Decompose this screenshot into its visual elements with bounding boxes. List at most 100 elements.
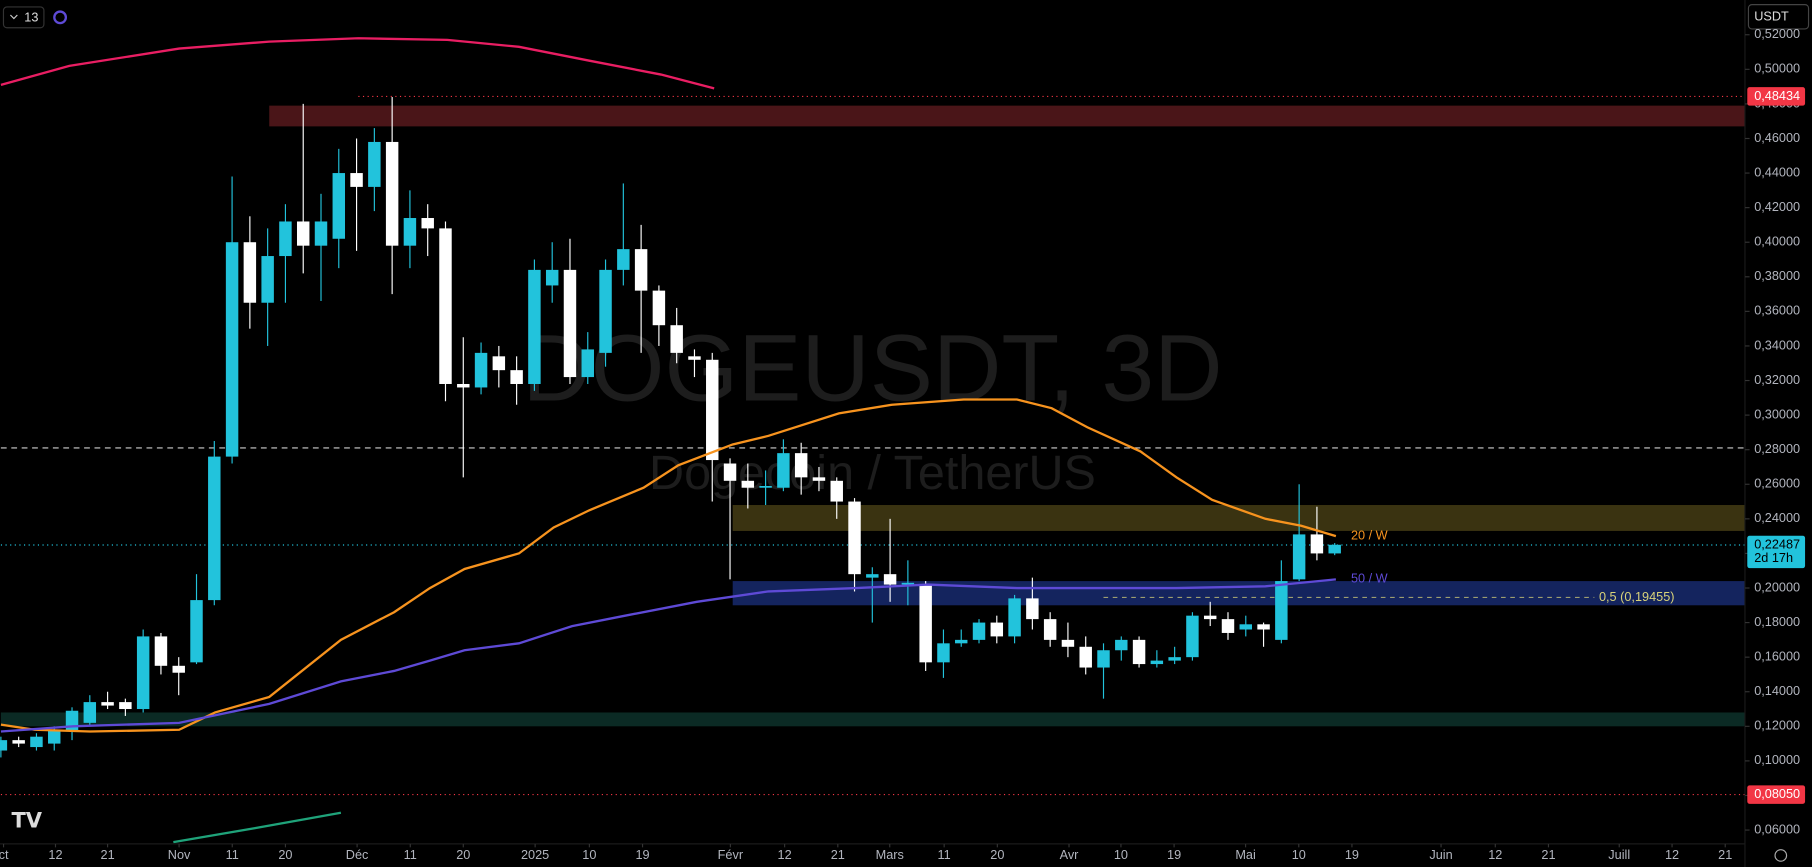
candle-body <box>937 643 950 663</box>
candle-body <box>0 740 8 751</box>
candle-body <box>1328 544 1341 554</box>
price-label: 0,22487 <box>1754 536 1800 551</box>
y-tick-label: 0,20000 <box>1754 579 1800 594</box>
button-frame <box>1747 4 1810 30</box>
y-tick-label: 0,24000 <box>1754 510 1800 525</box>
candle-body <box>1257 624 1270 630</box>
candle-body <box>830 480 843 502</box>
candle-body <box>225 242 239 457</box>
candle-body <box>190 600 203 663</box>
candle-body <box>332 173 346 239</box>
x-tick-label: 21 <box>1541 847 1555 862</box>
candle-body <box>296 221 310 246</box>
x-tick-label: Avr <box>1060 847 1080 862</box>
candle-body <box>848 501 861 575</box>
watermark-title: DOGEUSDT, 3D <box>522 316 1222 422</box>
x-tick-label: 20 <box>990 847 1004 862</box>
zone <box>0 712 1745 727</box>
candle-body <box>1186 615 1199 658</box>
candle-body <box>1239 624 1252 630</box>
candle-body <box>652 290 666 326</box>
candle-body <box>955 639 968 644</box>
candle-body <box>1008 598 1021 637</box>
x-tick-label: 12 <box>778 847 792 862</box>
candle-body <box>208 456 221 601</box>
settings-icon[interactable] <box>1774 849 1788 862</box>
indicator-line <box>0 37 715 90</box>
plot: 0,5 (0,19455) 20 / W 50 / W <box>0 37 1745 844</box>
price-label: 0,08050 <box>1754 786 1800 801</box>
candle-body <box>1026 598 1039 620</box>
candle-body <box>1203 615 1217 620</box>
candle-body <box>528 269 541 384</box>
candle-body <box>279 221 292 257</box>
candle-body <box>439 228 452 384</box>
y-tick-label: 0,28000 <box>1754 441 1800 456</box>
candle-body <box>741 480 755 488</box>
x-tick-label: 12 <box>1488 847 1502 862</box>
candle-body <box>403 218 417 246</box>
y-tick-label: 0,06000 <box>1754 821 1800 836</box>
indicator-line <box>0 398 1337 733</box>
chevron-icon <box>9 14 18 20</box>
indicator-label: 20 / W <box>1351 527 1388 542</box>
y-tick-label: 0,46000 <box>1754 130 1800 145</box>
candle-body <box>759 485 772 488</box>
x-tick-label: 19 <box>1167 847 1181 862</box>
x-tick-label: 20 <box>278 847 292 862</box>
candle-body <box>1150 660 1164 665</box>
x-tick-label: Déc <box>346 847 369 862</box>
sync-icon[interactable] <box>53 10 68 25</box>
currency-button[interactable]: USDT <box>1747 4 1810 30</box>
button-frame <box>2 6 45 29</box>
x-tick-label: 11 <box>938 847 951 862</box>
interval-button[interactable]: 13 <box>2 6 45 29</box>
y-tick-label: 0,42000 <box>1754 199 1800 214</box>
candle-body <box>457 383 470 388</box>
candle-body <box>866 574 879 578</box>
candle-body <box>1310 534 1324 554</box>
candle-body <box>30 736 43 748</box>
price-label-box <box>1747 535 1806 569</box>
candle-body <box>119 702 132 710</box>
currency-label: USDT <box>1754 9 1789 24</box>
candle-body <box>1292 534 1306 580</box>
x-tick-label: Juin <box>1429 847 1452 862</box>
y-tick-label: 0,26000 <box>1754 476 1800 491</box>
candle-body <box>385 141 399 246</box>
price-label: 0,48434 <box>1754 88 1800 103</box>
x-tick-label: Mai <box>1235 847 1255 862</box>
candle-body <box>314 221 328 246</box>
candle-body <box>350 173 363 187</box>
indicator-line <box>0 578 1337 733</box>
candle-body <box>706 359 719 461</box>
x-tick-label: Juill <box>1608 847 1630 862</box>
x-tick-label: 10 <box>582 847 596 862</box>
candle-body <box>65 710 79 732</box>
candle-body <box>919 584 932 663</box>
logo: 𝗧𝗩 <box>12 809 43 832</box>
x-tick-label: 10 <box>1292 847 1306 862</box>
candle-body <box>154 636 168 666</box>
x-tick-label: 19 <box>1345 847 1359 862</box>
candle-body <box>83 702 97 723</box>
candle-body <box>1168 657 1181 661</box>
x-tick-label: 2025 <box>521 847 549 862</box>
candle-body <box>492 356 506 371</box>
candle-body <box>1061 639 1075 647</box>
candle-body <box>972 622 986 640</box>
candle-body <box>12 740 25 744</box>
x-tick-label: Févr <box>718 847 744 862</box>
candle-body <box>136 636 150 710</box>
candle-body <box>883 574 897 585</box>
candle-body <box>1115 639 1128 651</box>
candle-body <box>617 249 630 270</box>
candle-body <box>794 453 808 478</box>
candle-body <box>172 665 185 673</box>
y-tick-label: 0,18000 <box>1754 614 1800 629</box>
candle-body <box>1097 650 1110 668</box>
x-tick-label: 21 <box>831 847 845 862</box>
watermark: DOGEUSDT, 3D Dogecoin / TetherUS <box>522 316 1222 500</box>
